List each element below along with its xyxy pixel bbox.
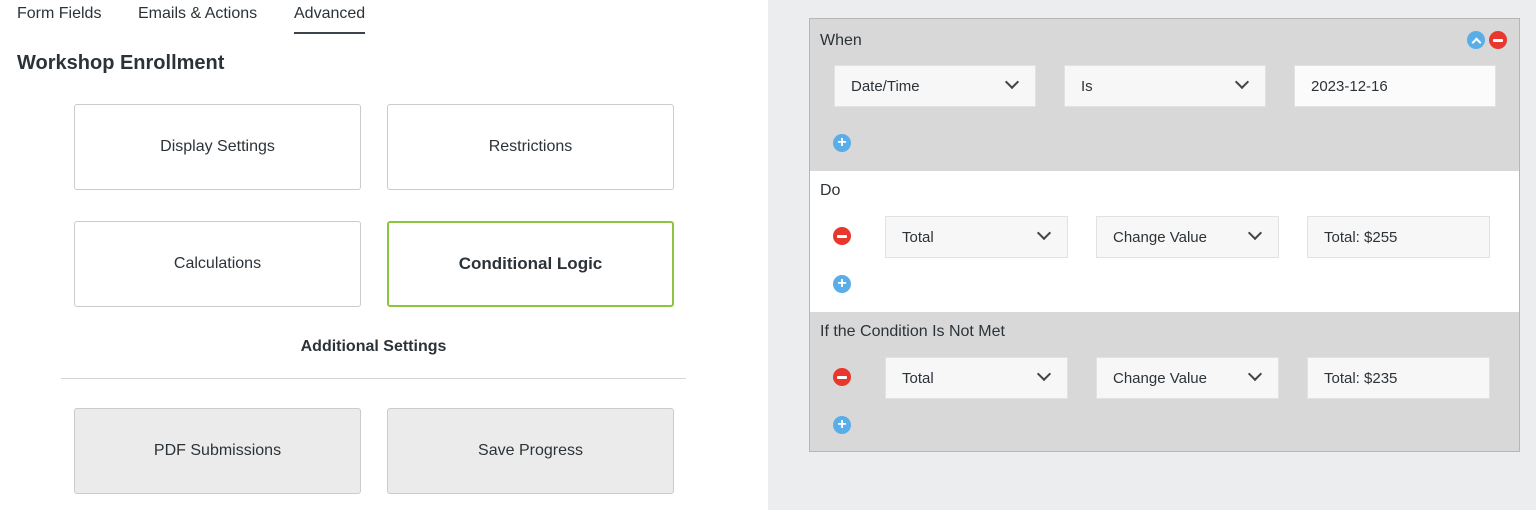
remove-else-action-icon[interactable] <box>833 368 851 386</box>
chevron-down-icon <box>1036 366 1052 382</box>
divider <box>61 378 686 379</box>
add-else-action-icon[interactable]: + <box>833 416 851 434</box>
remove-action-icon[interactable] <box>833 227 851 245</box>
add-action-icon[interactable]: + <box>833 275 851 293</box>
save-progress-button[interactable]: Save Progress <box>387 408 674 494</box>
chevron-down-icon <box>1004 74 1020 90</box>
remove-rule-icon[interactable] <box>1489 31 1507 49</box>
conditional-logic-area: When Date/Time Is 2023-12-16 + Do Total … <box>768 0 1536 510</box>
calculations-button[interactable]: Calculations <box>74 221 361 307</box>
when-operator-value: Is <box>1081 77 1093 95</box>
else-action-value: Change Value <box>1113 369 1207 387</box>
when-value-input[interactable]: 2023-12-16 <box>1294 65 1496 107</box>
do-field-select[interactable]: Total <box>885 216 1068 258</box>
chevron-down-icon <box>1036 225 1052 241</box>
display-settings-button[interactable]: Display Settings <box>74 104 361 190</box>
chevron-down-icon <box>1247 225 1263 241</box>
pdf-submissions-button[interactable]: PDF Submissions <box>74 408 361 494</box>
additional-settings-heading: Additional Settings <box>300 338 447 355</box>
when-section: When Date/Time Is 2023-12-16 + <box>810 19 1519 171</box>
when-label: When <box>820 32 862 49</box>
when-operator-select[interactable]: Is <box>1064 65 1266 107</box>
do-label: Do <box>820 182 841 199</box>
else-label: If the Condition Is Not Met <box>820 323 1005 340</box>
else-value-input[interactable]: Total: $235 <box>1307 357 1490 399</box>
else-action-select[interactable]: Change Value <box>1096 357 1279 399</box>
form-title: Workshop Enrollment <box>17 52 225 74</box>
else-field-select[interactable]: Total <box>885 357 1068 399</box>
do-section: Do Total Change Value Total: $255 + <box>810 171 1519 312</box>
do-action-select[interactable]: Change Value <box>1096 216 1279 258</box>
when-field-value: Date/Time <box>851 77 920 95</box>
chevron-down-icon <box>1247 366 1263 382</box>
add-condition-icon[interactable]: + <box>833 134 851 152</box>
do-action-value: Change Value <box>1113 228 1207 246</box>
tab-emails-actions[interactable]: Emails & Actions <box>138 5 258 22</box>
settings-panel: Form Fields Emails & Actions Advanced Wo… <box>17 5 686 494</box>
move-up-icon[interactable] <box>1467 31 1485 49</box>
conditional-logic-button[interactable]: Conditional Logic <box>387 221 674 307</box>
do-value-input[interactable]: Total: $255 <box>1307 216 1490 258</box>
do-field-value: Total <box>902 228 934 246</box>
tab-form-fields[interactable]: Form Fields <box>17 5 102 22</box>
else-section: If the Condition Is Not Met Total Change… <box>810 312 1519 451</box>
tab-advanced[interactable]: Advanced <box>294 5 366 34</box>
when-field-select[interactable]: Date/Time <box>834 65 1036 107</box>
logic-rule-panel: When Date/Time Is 2023-12-16 + Do Total … <box>809 18 1520 452</box>
restrictions-button[interactable]: Restrictions <box>387 104 674 190</box>
else-field-value: Total <box>902 369 934 387</box>
chevron-down-icon <box>1234 74 1250 90</box>
